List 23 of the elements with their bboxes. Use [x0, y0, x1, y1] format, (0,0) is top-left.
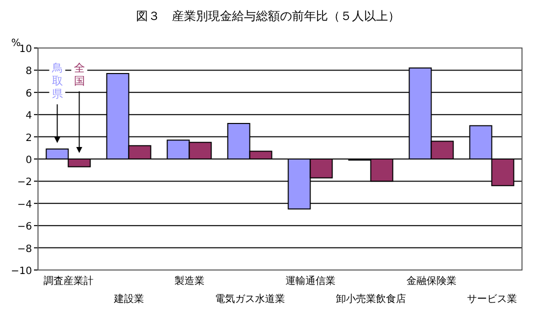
y-tick-label: 6: [26, 88, 32, 100]
y-tick-label: 0: [26, 155, 32, 166]
x-tick-label: 電気ガス水道業: [214, 293, 285, 305]
text: 鳥取県: [50, 61, 63, 100]
x-tick-label: 運輸通信業: [285, 275, 336, 287]
y-axis-title: %: [11, 38, 21, 49]
x-tick-label: 金融保険業: [406, 275, 456, 287]
y-tick-label: −6: [17, 222, 32, 233]
x-tick-label: サービス業: [466, 293, 517, 305]
x-tick-label: 調査産業計: [43, 275, 94, 287]
x-tick-label: 卸小売業飲食店: [336, 293, 406, 305]
x-tick-label: 製造業: [174, 275, 204, 287]
y-tick-label: 8: [26, 66, 32, 78]
y-tick-label: −8: [17, 244, 32, 255]
y-tick-label: 10: [19, 44, 32, 55]
y-tick-label: −2: [17, 177, 32, 188]
text: 全国: [74, 61, 85, 88]
y-tick-label: 2: [26, 132, 32, 144]
y-tick-label: 4: [26, 110, 32, 122]
y-tick-label: −4: [17, 199, 32, 210]
y-tick-label: −10: [10, 266, 32, 277]
chart-title: 図３ 産業別現金給与総額の前年比（５人以上）: [136, 9, 400, 23]
x-tick-label: 建設業: [112, 293, 144, 305]
